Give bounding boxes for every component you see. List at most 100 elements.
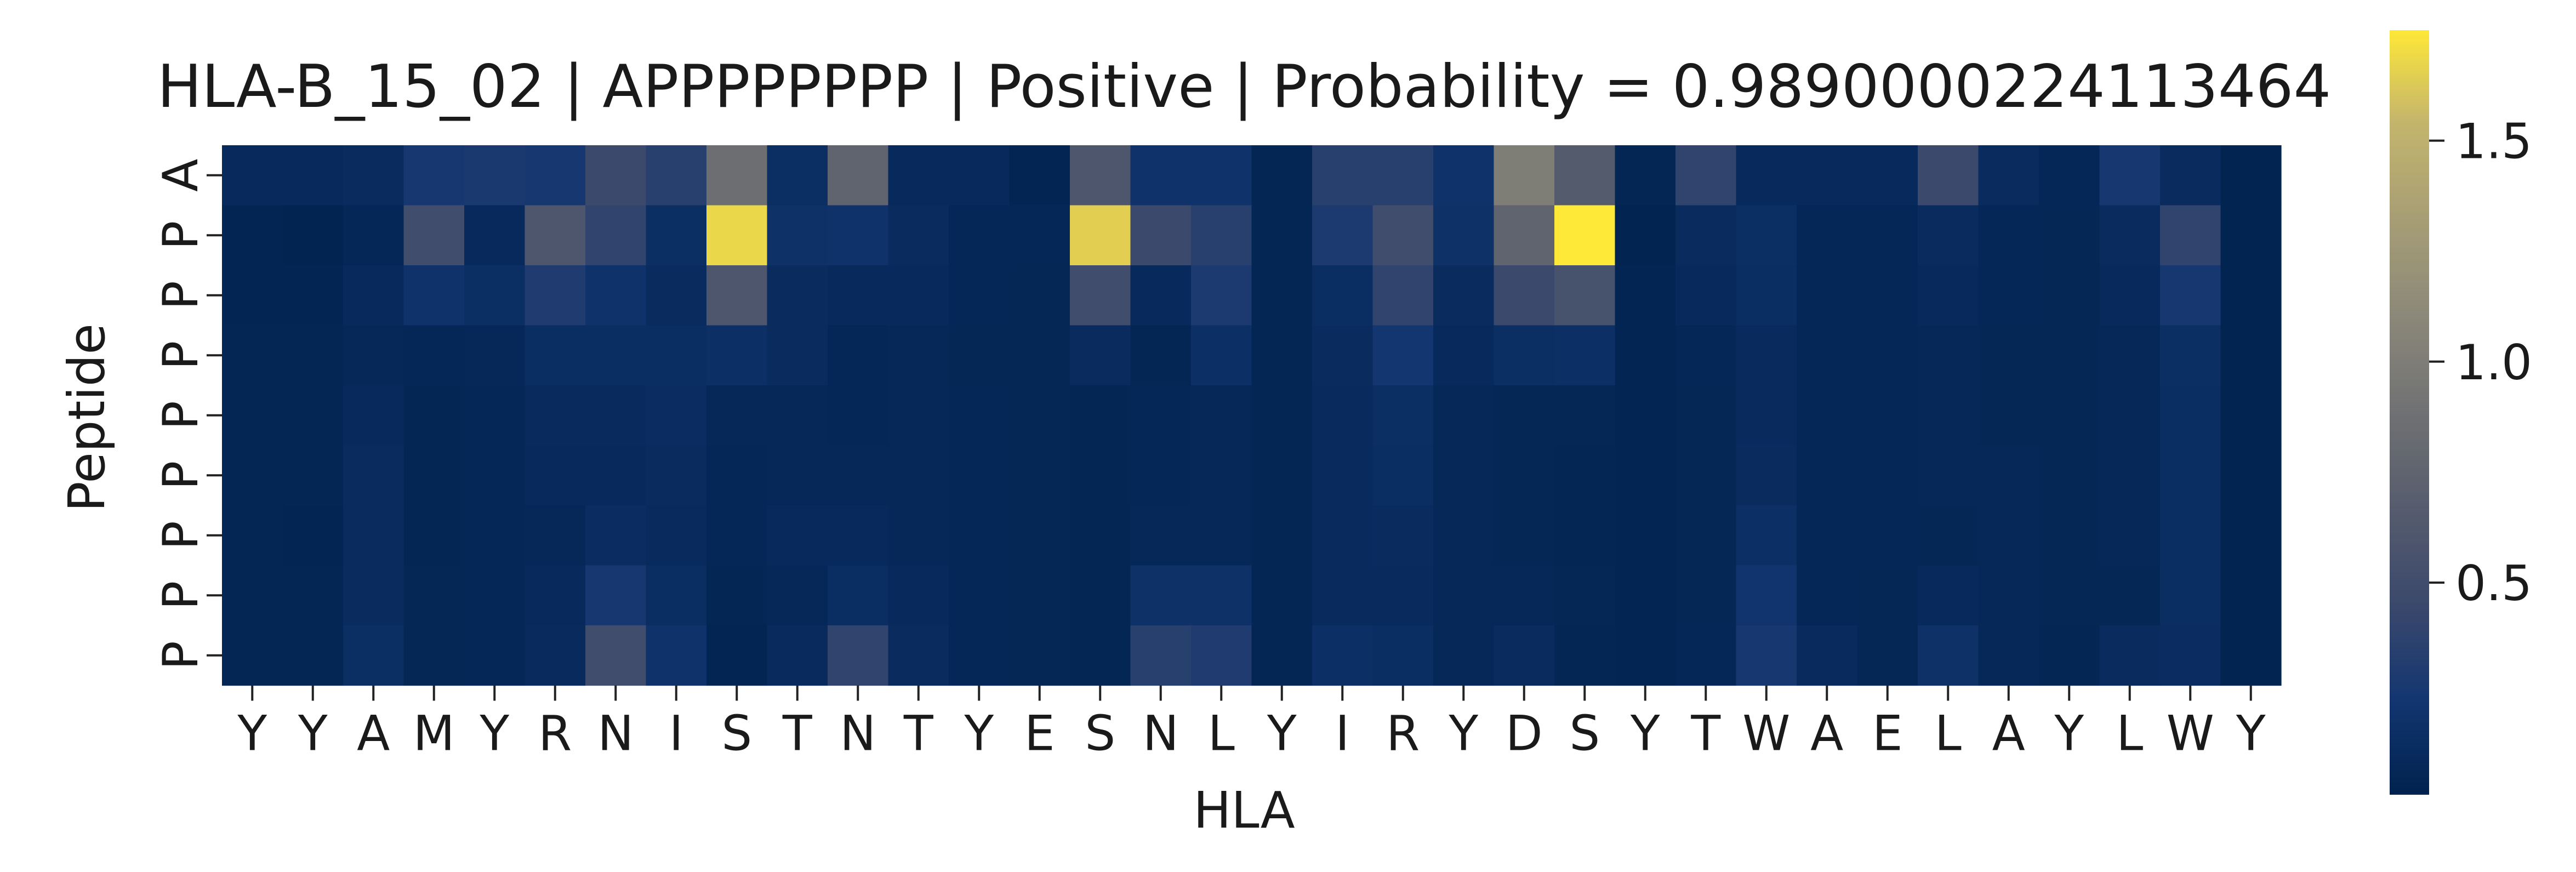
heatmap-cell xyxy=(525,625,586,686)
heatmap-cell xyxy=(888,325,949,386)
heatmap-cell xyxy=(1009,385,1070,446)
heatmap-cell xyxy=(1736,205,1797,266)
heatmap-cell xyxy=(1191,385,1252,446)
colorbar-tick-label: 1.5 xyxy=(2455,113,2532,170)
heatmap-cell xyxy=(2039,205,2100,266)
heatmap-cell xyxy=(1978,325,2039,386)
heatmap-cell xyxy=(1130,625,1192,686)
y-axis-label: Peptide xyxy=(58,323,116,512)
x-tick-label: N xyxy=(597,705,634,762)
heatmap-cell xyxy=(2099,625,2161,686)
heatmap-cell xyxy=(1615,385,1676,446)
heatmap-cell xyxy=(1372,265,1434,326)
y-tick-label: P xyxy=(152,461,209,490)
y-tick-label: P xyxy=(152,401,209,430)
heatmap-cell xyxy=(646,445,707,506)
heatmap-cell xyxy=(1433,265,1495,326)
x-tick-label: L xyxy=(2116,705,2143,762)
heatmap-cell xyxy=(464,565,526,626)
x-tick-label: Y xyxy=(237,705,267,762)
heatmap-cell xyxy=(282,385,344,446)
heatmap-cell xyxy=(1494,325,1555,386)
heatmap-cell xyxy=(1433,625,1495,686)
heatmap-cell xyxy=(1009,265,1070,326)
heatmap-cell xyxy=(949,565,1010,626)
heatmap-cell xyxy=(706,385,768,446)
heatmap-cell xyxy=(403,625,465,686)
heatmap-cell xyxy=(828,265,889,326)
heatmap-cell xyxy=(222,325,283,386)
heatmap-cell xyxy=(2160,145,2221,206)
heatmap-cell xyxy=(949,145,1010,206)
heatmap-cell xyxy=(1797,565,1858,626)
heatmap-cell xyxy=(1978,565,2039,626)
heatmap-cell xyxy=(1372,205,1434,266)
heatmap-cell xyxy=(1615,625,1676,686)
heatmap-cell xyxy=(2099,265,2161,326)
heatmap-cell xyxy=(1918,205,1979,266)
heatmap-cell xyxy=(403,325,465,386)
heatmap-cell xyxy=(1918,445,1979,506)
heatmap-cell xyxy=(1554,205,1616,266)
heatmap-cell xyxy=(585,385,647,446)
heatmap-cell xyxy=(1191,145,1252,206)
heatmap-cell xyxy=(1675,145,1737,206)
heatmap-cell xyxy=(1251,625,1313,686)
heatmap-cell xyxy=(282,205,344,266)
heatmap-cell xyxy=(767,505,828,566)
heatmap-cell xyxy=(1191,565,1252,626)
heatmap-cell xyxy=(525,145,586,206)
heatmap-cell xyxy=(2160,205,2221,266)
x-tick-label: I xyxy=(1335,705,1349,762)
heatmap-cell xyxy=(1615,145,1676,206)
heatmap-cell xyxy=(2039,565,2100,626)
heatmap-cell xyxy=(585,625,647,686)
heatmap-cell xyxy=(888,205,949,266)
heatmap-cell xyxy=(1857,505,1918,566)
heatmap-cell xyxy=(1857,325,1918,386)
heatmap-cell xyxy=(2160,385,2221,446)
heatmap-cell xyxy=(403,505,465,566)
heatmap-cell xyxy=(1009,565,1070,626)
heatmap-cell xyxy=(1615,205,1676,266)
x-tick-label: D xyxy=(1506,705,1543,762)
heatmap-cell xyxy=(646,625,707,686)
colorbar xyxy=(2390,30,2429,795)
heatmap-cell xyxy=(1494,145,1555,206)
heatmap-cell xyxy=(1312,445,1374,506)
colorbar-tick-label: 0.5 xyxy=(2455,555,2532,612)
heatmap-cell xyxy=(525,385,586,446)
heatmap-cell xyxy=(2099,505,2161,566)
heatmap-cell xyxy=(585,325,647,386)
heatmap-cell xyxy=(2099,325,2161,386)
heatmap-cell xyxy=(949,625,1010,686)
heatmap-cell xyxy=(464,145,526,206)
heatmap-cell xyxy=(1918,505,1979,566)
x-tick-label: E xyxy=(1024,705,1055,762)
x-tick-label: N xyxy=(840,705,876,762)
heatmap-cell xyxy=(1615,445,1676,506)
heatmap-cell xyxy=(1251,325,1313,386)
heatmap-cell xyxy=(525,265,586,326)
heatmap-cell xyxy=(1433,445,1495,506)
heatmap-cell xyxy=(403,445,465,506)
heatmap-cell xyxy=(585,505,647,566)
x-tick-label: A xyxy=(1810,705,1843,762)
heatmap-cell xyxy=(1736,445,1797,506)
heatmap-cell xyxy=(1675,565,1737,626)
heatmap-cell xyxy=(1372,385,1434,446)
heatmap-cell xyxy=(282,325,344,386)
heatmap-cell xyxy=(2039,265,2100,326)
heatmap-cell xyxy=(646,265,707,326)
heatmap-cell xyxy=(1191,205,1252,266)
heatmap-cell xyxy=(2099,565,2161,626)
heatmap-cell xyxy=(1736,505,1797,566)
heatmap-cell xyxy=(1857,445,1918,506)
heatmap-cell xyxy=(1675,625,1737,686)
heatmap-cell xyxy=(1675,505,1737,566)
heatmap-cell xyxy=(828,145,889,206)
heatmap-cell xyxy=(1554,145,1616,206)
heatmap-cell xyxy=(1918,385,1979,446)
